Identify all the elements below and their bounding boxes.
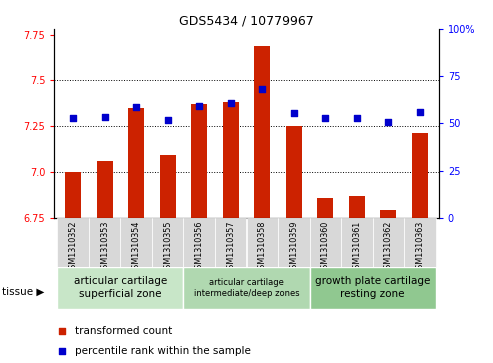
Text: GSM1310361: GSM1310361 <box>352 220 361 273</box>
Bar <box>57 218 89 267</box>
Point <box>132 104 140 110</box>
Bar <box>317 197 333 218</box>
Text: GSM1310357: GSM1310357 <box>226 220 235 274</box>
Bar <box>215 218 246 267</box>
Point <box>321 115 329 121</box>
Bar <box>160 155 176 218</box>
Text: GSM1310355: GSM1310355 <box>163 220 172 274</box>
Text: GSM1310352: GSM1310352 <box>69 220 77 274</box>
Bar <box>341 218 373 267</box>
Text: GSM1310360: GSM1310360 <box>321 220 330 273</box>
Point <box>258 86 266 91</box>
Text: GSM1310362: GSM1310362 <box>384 220 393 274</box>
Point <box>69 115 77 121</box>
Bar <box>254 45 270 218</box>
Bar <box>191 104 207 218</box>
Bar <box>152 218 183 267</box>
Text: articular cartilage
superficial zone: articular cartilage superficial zone <box>74 277 167 299</box>
Text: GSM1310356: GSM1310356 <box>195 220 204 274</box>
Point <box>101 114 108 120</box>
Bar <box>310 267 436 309</box>
Point <box>164 117 172 123</box>
Point <box>385 119 392 125</box>
Bar <box>183 218 215 267</box>
Text: GSM1310358: GSM1310358 <box>258 220 267 274</box>
Bar <box>412 134 428 218</box>
Point <box>353 115 361 121</box>
Bar <box>310 218 341 267</box>
Point <box>290 110 298 116</box>
Point <box>313 256 320 261</box>
Bar <box>373 218 404 267</box>
Bar <box>223 102 239 218</box>
Text: percentile rank within the sample: percentile rank within the sample <box>75 346 251 356</box>
Bar <box>278 218 310 267</box>
Title: GDS5434 / 10779967: GDS5434 / 10779967 <box>179 15 314 28</box>
Text: GSM1310359: GSM1310359 <box>289 220 298 274</box>
Bar <box>97 161 112 218</box>
Text: GSM1310354: GSM1310354 <box>132 220 141 274</box>
Bar <box>381 211 396 218</box>
Text: articular cartilage
intermediate/deep zones: articular cartilage intermediate/deep zo… <box>194 278 299 298</box>
Text: growth plate cartilage
resting zone: growth plate cartilage resting zone <box>315 277 430 299</box>
Bar <box>65 172 81 218</box>
Bar <box>404 218 436 267</box>
Text: GSM1310353: GSM1310353 <box>100 220 109 274</box>
Bar <box>128 108 144 218</box>
Text: GSM1310363: GSM1310363 <box>416 220 424 273</box>
Point <box>195 103 203 109</box>
Bar <box>120 218 152 267</box>
Point <box>416 110 424 115</box>
Bar <box>183 267 310 309</box>
Point <box>227 100 235 106</box>
Bar <box>286 126 302 218</box>
Bar <box>349 196 365 218</box>
Bar <box>57 267 183 309</box>
Text: transformed count: transformed count <box>75 326 173 336</box>
Text: tissue ▶: tissue ▶ <box>2 287 45 297</box>
Point <box>313 77 320 83</box>
Bar <box>246 218 278 267</box>
Bar <box>89 218 120 267</box>
